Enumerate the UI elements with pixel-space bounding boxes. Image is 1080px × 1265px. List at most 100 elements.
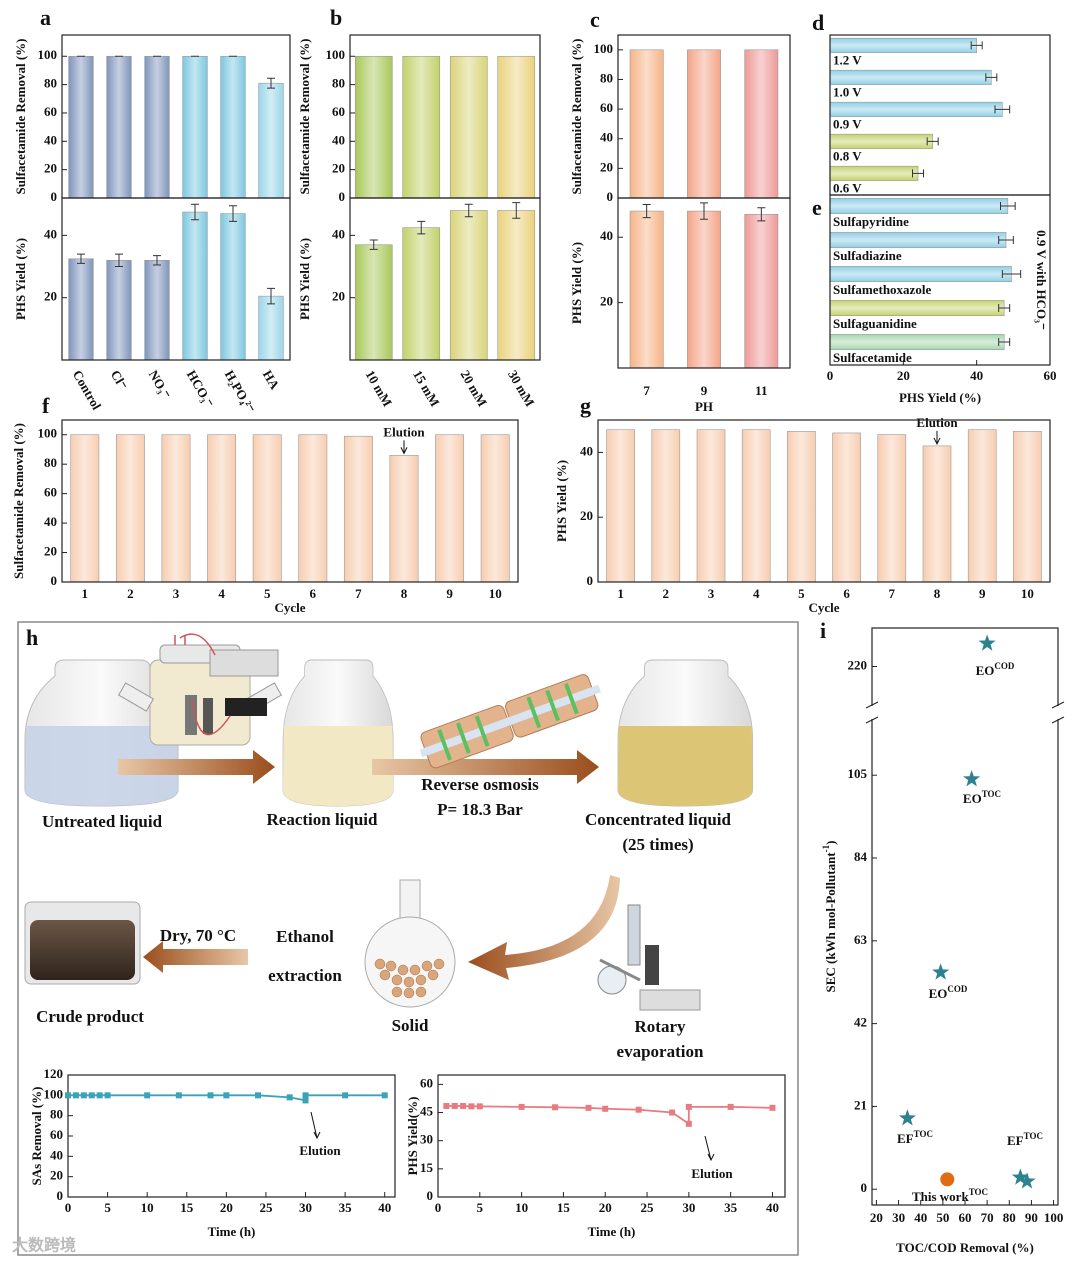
x-axis-label: Cycle	[808, 600, 839, 615]
error-bar	[970, 41, 983, 50]
marker	[769, 1104, 776, 1111]
bar	[252, 434, 282, 583]
x-tick-label: 0	[65, 1200, 72, 1215]
bar	[144, 55, 170, 199]
bar	[70, 434, 100, 583]
bar	[741, 429, 771, 583]
x-axis-label: Time (h)	[208, 1224, 256, 1239]
diagram-label: Crude product	[36, 1007, 144, 1026]
marker	[476, 1103, 483, 1110]
x-tick-label: 8	[401, 586, 408, 601]
bar	[829, 334, 1005, 350]
panel-label: h	[26, 625, 38, 650]
error-bar	[757, 207, 766, 222]
bar	[829, 232, 1007, 248]
error-bar	[642, 204, 651, 219]
y-tick-label: 20	[580, 508, 593, 523]
x-tick-label: 15	[180, 1200, 194, 1215]
marker	[144, 1092, 151, 1099]
y-tick-label: 80	[50, 1107, 63, 1122]
error-bar	[153, 255, 161, 266]
bar	[787, 431, 816, 583]
plot-frame	[617, 197, 791, 369]
bar	[68, 55, 94, 199]
plot-frame	[437, 1074, 786, 1198]
x-tick-label: 20	[599, 1200, 612, 1215]
y-tick-label: 21	[854, 1097, 867, 1112]
bar	[967, 429, 997, 583]
plot-frame	[61, 34, 291, 199]
marker	[302, 1092, 309, 1099]
y-axis-label: PHS Yield (%)	[297, 238, 312, 320]
error-bar	[267, 287, 275, 305]
plot-frame	[61, 197, 291, 361]
x-tick-label: 20 mM	[458, 367, 491, 409]
y-tick-label: 0	[339, 189, 346, 204]
marker	[80, 1092, 87, 1099]
bar	[829, 300, 1005, 316]
y-tick-label: 40	[580, 443, 593, 458]
x-tick-label: 10	[515, 1200, 528, 1215]
marker	[88, 1092, 95, 1099]
bar	[744, 214, 779, 369]
error-bar	[115, 253, 123, 268]
x-tick-label: 80	[1003, 1210, 1016, 1225]
y-tick-label: 220	[848, 657, 868, 672]
x-tick-label: 4	[753, 586, 760, 601]
marker	[451, 1102, 458, 1109]
point-label: EFTOC	[1007, 1131, 1043, 1148]
x-tick-label: 25	[259, 1200, 273, 1215]
x-tick-label: 5	[264, 586, 271, 601]
bar	[687, 210, 721, 369]
marker	[443, 1102, 450, 1109]
diagram-label: P= 18.3 Bar	[437, 800, 523, 819]
x-tick-label: 15 mM	[410, 367, 443, 409]
y-axis-label: SAs Removal (%)	[29, 1087, 44, 1186]
y-tick-label: 20	[44, 161, 57, 176]
point-label: This workTOC	[912, 1187, 988, 1204]
superscript: TOC	[914, 1129, 933, 1139]
error-bar	[700, 202, 708, 220]
bar	[161, 434, 191, 583]
marker	[727, 1103, 734, 1110]
superscript: TOC	[1024, 1131, 1043, 1141]
marker	[468, 1103, 475, 1110]
bar	[829, 69, 992, 85]
category-label: Sulfadiazine	[833, 248, 902, 263]
plot-frame	[61, 419, 519, 583]
bar	[207, 434, 237, 583]
diagram-label: Untreated liquid	[42, 812, 163, 831]
error-bar	[369, 239, 378, 250]
arrow	[372, 750, 599, 784]
watermark: 大数跨境	[12, 1236, 76, 1255]
bar	[1013, 431, 1042, 583]
x-tick-label: 2	[663, 586, 670, 601]
x-tick-label: 35	[724, 1200, 738, 1215]
bar	[829, 101, 1003, 117]
marker	[460, 1102, 467, 1109]
bar	[922, 445, 952, 583]
plot-frame	[829, 194, 1051, 366]
error-bar	[926, 137, 939, 146]
diagram-label: Solid	[392, 1016, 429, 1035]
y-tick-label: 20	[600, 294, 613, 309]
beaker-reaction	[282, 659, 394, 807]
arrow	[143, 941, 248, 973]
y-axis-label: Sulfacetamide Removal (%)	[569, 39, 584, 195]
y-tick-label: 84	[854, 849, 868, 864]
bar	[182, 211, 208, 361]
label-part: SEC (kWh mol-Pollutant	[823, 852, 838, 993]
y-tick-label: 100	[38, 426, 58, 441]
annotation-arrow	[400, 440, 408, 455]
bar	[144, 260, 170, 361]
star-marker	[898, 1109, 916, 1126]
star-marker	[1011, 1168, 1029, 1185]
superscript: TOC	[982, 789, 1001, 799]
y-tick-label: 0	[861, 1180, 868, 1195]
error-bar	[998, 338, 1011, 347]
x-tick-label: 100	[1044, 1210, 1064, 1225]
x-tick-label: 90	[1025, 1210, 1038, 1225]
panel-label: i	[820, 618, 826, 643]
annotation: Elution	[916, 415, 958, 430]
bar	[402, 227, 441, 361]
